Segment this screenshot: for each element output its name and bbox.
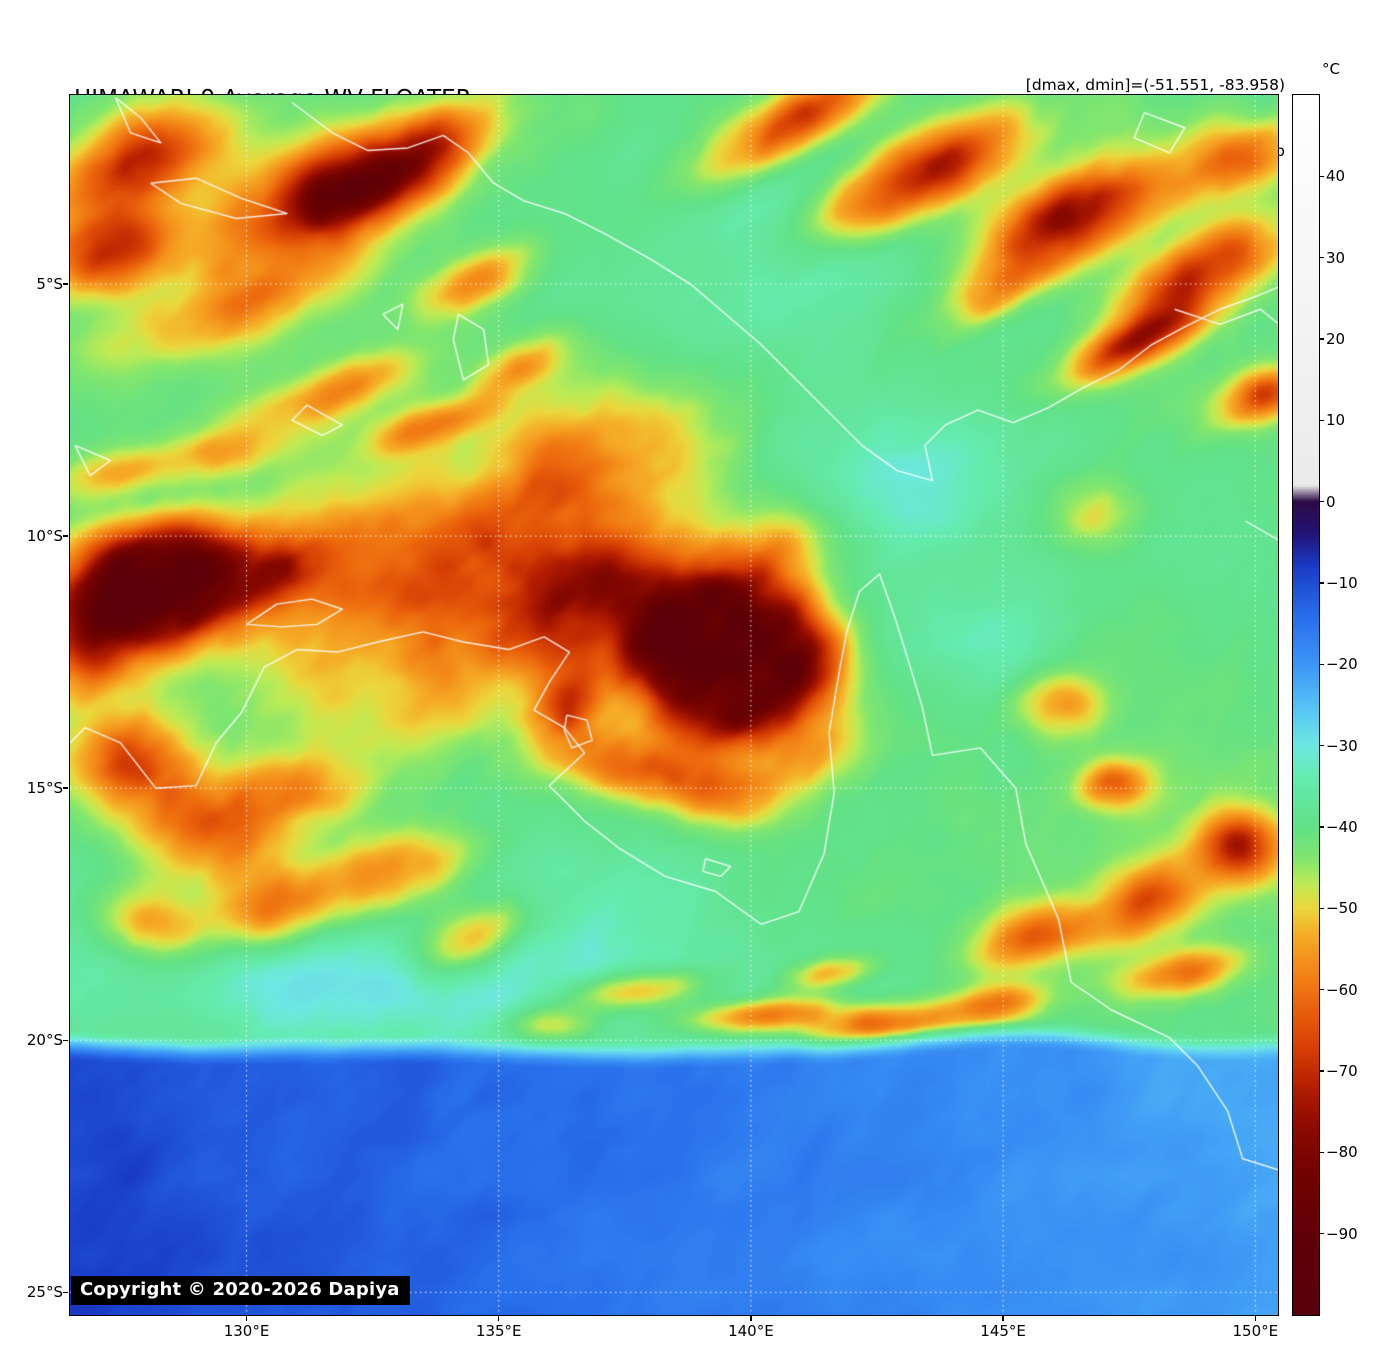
colorbar	[1292, 94, 1320, 1316]
lon-tick-label: 150°E	[1232, 1322, 1279, 1340]
colorbar-canvas	[1293, 95, 1319, 1315]
lat-tick-mark	[63, 1291, 68, 1293]
lon-tick-label: 130°E	[223, 1322, 270, 1340]
lon-tick-label: 135°E	[475, 1322, 522, 1340]
lat-tick-mark	[63, 1039, 68, 1041]
lon-tick-mark	[245, 1316, 248, 1321]
lon-tick-mark	[1002, 1316, 1004, 1321]
lat-tick-label: 5°S	[36, 275, 63, 294]
copyright-badge: Copyright © 2020-2026 Dapiya	[71, 1276, 410, 1305]
colorbar-tick-label: −20	[1326, 655, 1358, 674]
colorbar-tick-label: −90	[1326, 1224, 1358, 1243]
colorbar-tick-label: −40	[1326, 818, 1358, 836]
satellite-heatmap-canvas	[70, 95, 1278, 1315]
lat-tick-label: 15°S	[26, 779, 63, 798]
lat-tick-mark	[63, 535, 68, 537]
colorbar-tick-label: −80	[1326, 1143, 1358, 1162]
colorbar-tick-label: 20	[1326, 330, 1346, 348]
lat-tick-mark	[63, 787, 68, 789]
lat-tick-label: 25°S	[26, 1283, 63, 1302]
colorbar-tick-label: −50	[1326, 899, 1358, 918]
colorbar-unit-label: °C	[1322, 60, 1340, 78]
lon-tick-mark	[498, 1316, 500, 1321]
colorbar-tick-label: −10	[1326, 574, 1358, 592]
colorbar-tick-label: 10	[1326, 411, 1346, 430]
colorbar-tick-label: −60	[1326, 980, 1358, 999]
map-plot-area	[69, 94, 1279, 1316]
lon-tick-label: 145°E	[980, 1322, 1026, 1340]
lat-tick-label: 20°S	[26, 1031, 63, 1050]
colorbar-tick-label: 0	[1326, 492, 1336, 511]
lat-tick-label: 10°S	[26, 527, 63, 546]
dmax-dmin-label: [dmax, dmin]=(-51.551, -83.958)	[1025, 76, 1285, 94]
lon-tick-mark	[750, 1316, 752, 1321]
lon-tick-mark	[1254, 1316, 1256, 1321]
colorbar-tick-label: −30	[1326, 736, 1358, 755]
colorbar-tick-label: 30	[1326, 248, 1346, 267]
lat-tick-mark	[63, 283, 68, 285]
colorbar-tick-label: −70	[1326, 1062, 1358, 1080]
colorbar-tick-label: 40	[1326, 167, 1346, 186]
lon-tick-label: 140°E	[728, 1322, 774, 1340]
